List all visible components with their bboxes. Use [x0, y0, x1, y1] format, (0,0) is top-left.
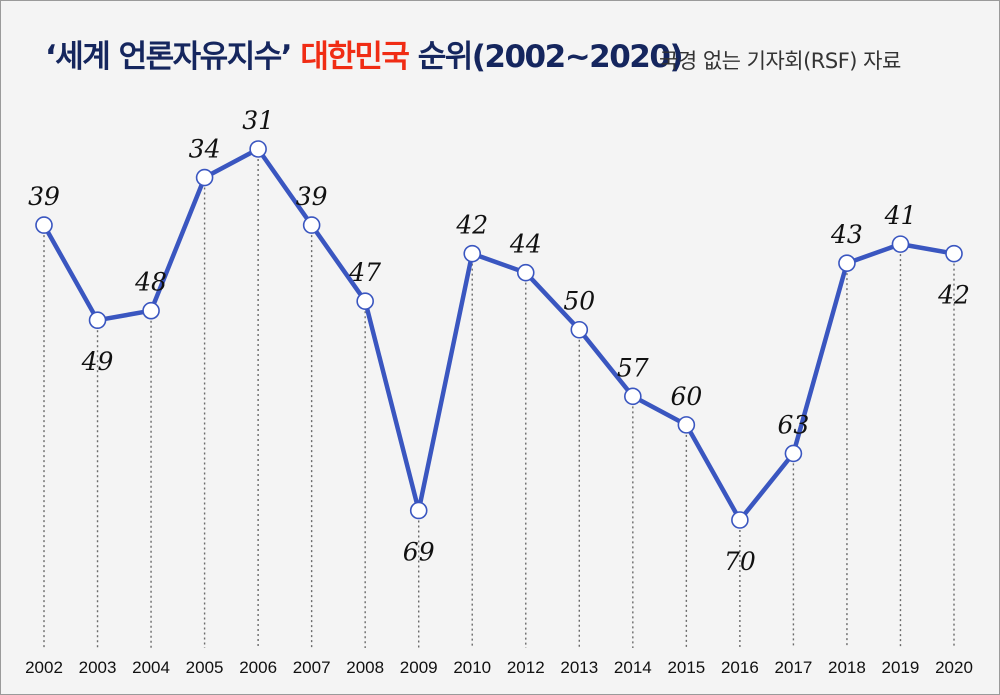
year-label: 2007 [293, 658, 331, 677]
data-point [142, 301, 160, 320]
year-label: 2020 [935, 658, 973, 677]
data-point [945, 244, 963, 263]
value-label: 49 [81, 347, 114, 376]
value-label: 43 [830, 220, 863, 249]
data-point [249, 140, 267, 158]
drop-lines [43, 149, 955, 648]
data-point [35, 216, 53, 234]
value-label: 57 [617, 353, 649, 382]
source-note: 국경 없는 기자회(RSF) 자료 [659, 49, 901, 73]
year-label: 2008 [346, 658, 384, 677]
value-label: 69 [403, 537, 435, 566]
data-point [784, 444, 803, 463]
data-point [516, 263, 535, 282]
value-label: 63 [778, 410, 810, 439]
value-label: 34 [189, 135, 221, 164]
data-point [409, 501, 428, 520]
year-labels: 2002 2003 2004 2005 2006 2007 2008 2009 2010 2012… [25, 658, 973, 677]
year-label: 2019 [882, 658, 920, 677]
value-label: 42 [455, 211, 488, 240]
title-part1: ‘세계 언론자유지수’ [45, 39, 293, 75]
year-label: 2013 [560, 658, 598, 677]
year-label: 2005 [186, 658, 224, 677]
value-label: 47 [348, 258, 381, 287]
year-label: 2006 [239, 658, 277, 677]
value-label: 70 [724, 547, 756, 576]
data-point [356, 292, 374, 311]
year-label: 2017 [774, 658, 812, 677]
year-label: 2014 [614, 658, 652, 677]
year-label: 2002 [25, 658, 63, 677]
year-label: 2010 [453, 658, 491, 677]
value-label: 60 [670, 382, 702, 411]
data-point [195, 168, 214, 187]
data-point [88, 311, 107, 330]
value-label: 44 [509, 230, 542, 259]
chart-title: ‘세계 언론자유지수’ 대한민국 순위(2002~2020) [45, 31, 684, 76]
value-label: 41 [884, 201, 917, 230]
data-point [570, 320, 589, 339]
year-label: 2016 [721, 658, 759, 677]
year-label: 2012 [507, 658, 545, 677]
title-part3: 순위(2002~2020) [417, 39, 684, 75]
series-line [41, 146, 957, 523]
year-label: 2018 [828, 658, 866, 677]
year-label: 2003 [79, 658, 117, 677]
value-label: 50 [563, 287, 595, 316]
value-label: 31 [242, 106, 274, 135]
data-point [463, 244, 482, 263]
value-label: 39 [296, 182, 328, 211]
data-point [624, 387, 642, 406]
value-label: 39 [28, 182, 60, 211]
title-part2: 대한민국 [300, 39, 410, 75]
data-point [838, 254, 856, 272]
data-point [891, 235, 910, 253]
data-point [677, 416, 696, 434]
year-label: 2015 [667, 658, 705, 677]
value-label: 48 [134, 268, 167, 297]
data-point [731, 511, 749, 529]
data-points [35, 140, 963, 529]
value-labels: 39 49 48 34 31 39 47 69 42 44 50 57 60 70 63 43 41 42 [28, 106, 970, 576]
data-point [302, 216, 321, 234]
year-label: 2004 [132, 658, 170, 677]
value-label: 42 [937, 281, 970, 310]
year-label: 2009 [400, 658, 438, 677]
